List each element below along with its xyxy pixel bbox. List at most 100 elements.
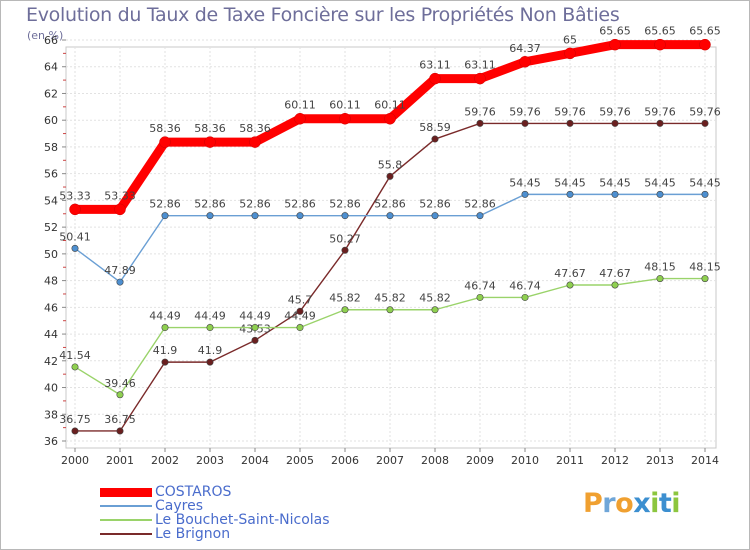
data-label-le-bouchet-saint-nicolas: 45.82 [329, 292, 361, 305]
data-label-le-bouchet-saint-nicolas: 46.74 [464, 279, 496, 292]
y-tick-label: 64 [44, 61, 58, 74]
data-label-costaros: 60.11 [284, 99, 316, 112]
data-point-le-bouchet-saint-nicolas [341, 306, 349, 314]
data-point-le-brignon [296, 307, 304, 315]
data-point-le-brignon [161, 358, 169, 366]
legend-swatch-le-brignon [100, 533, 152, 535]
legend-label-costaros: COSTAROS [155, 484, 232, 500]
data-point-le-brignon [521, 119, 529, 127]
data-label-cayres: 50.41 [59, 230, 91, 243]
data-label-cayres: 54.45 [644, 176, 676, 189]
data-label-le-brignon: 41.9 [198, 344, 223, 357]
data-label-cayres: 52.86 [464, 198, 496, 211]
data-point-costaros [69, 203, 81, 216]
x-tick-label: 2004 [241, 454, 269, 467]
data-point-cayres [431, 212, 439, 220]
y-tick-label: 58 [44, 141, 58, 154]
x-tick-label: 2010 [511, 454, 539, 467]
data-point-le-brignon [701, 119, 709, 127]
data-label-le-bouchet-saint-nicolas: 44.49 [194, 310, 226, 323]
y-tick-label: 62 [44, 87, 58, 100]
y-tick-label: 60 [44, 114, 58, 127]
data-point-cayres [656, 190, 664, 198]
data-label-le-brignon: 59.76 [689, 105, 721, 118]
data-point-le-brignon [566, 119, 574, 127]
chart-title: Evolution du Taux de Taxe Foncière sur l… [26, 4, 620, 26]
data-point-costaros [159, 136, 171, 148]
legend-label-le-bouchet-saint-nicolas: Le Bouchet-Saint-Nicolas [155, 512, 330, 528]
data-point-le-bouchet-saint-nicolas [386, 306, 394, 314]
data-label-costaros: 65.65 [599, 25, 631, 38]
x-tick-label: 2001 [106, 454, 134, 467]
data-label-cayres: 52.86 [374, 198, 406, 211]
data-label-costaros: 65.65 [644, 25, 676, 38]
data-label-costaros: 58.36 [239, 122, 271, 135]
data-label-le-bouchet-saint-nicolas: 45.82 [419, 292, 451, 305]
data-label-le-bouchet-saint-nicolas: 48.15 [644, 261, 676, 274]
data-label-le-brignon: 36.75 [59, 413, 91, 426]
x-tick-label: 2006 [331, 454, 359, 467]
data-point-cayres [296, 212, 304, 220]
y-tick-label: 52 [44, 221, 58, 234]
data-label-le-brignon: 59.76 [554, 105, 586, 118]
data-point-le-brignon [656, 119, 664, 127]
y-tick-label: 48 [44, 275, 58, 288]
proxiti-logo: Proxiti [583, 488, 681, 519]
data-label-le-brignon: 41.9 [153, 344, 178, 357]
data-point-le-bouchet-saint-nicolas [161, 324, 169, 332]
data-label-le-brignon: 59.76 [464, 105, 496, 118]
x-tick-label: 2003 [196, 454, 224, 467]
data-label-le-brignon: 45.7 [288, 293, 313, 306]
data-point-cayres [251, 212, 259, 220]
data-label-le-bouchet-saint-nicolas: 41.54 [59, 349, 91, 362]
data-label-le-bouchet-saint-nicolas: 47.67 [599, 267, 631, 280]
y-tick-label: 44 [44, 328, 58, 341]
data-label-costaros: 60.11 [329, 99, 361, 112]
y-tick-label: 50 [44, 248, 58, 261]
data-point-cayres [341, 212, 349, 220]
data-point-costaros [429, 72, 441, 85]
legend-label-le-brignon: Le Brignon [155, 526, 231, 542]
data-point-costaros [474, 72, 486, 85]
data-label-costaros: 65.65 [689, 25, 721, 38]
legend-swatch-costaros [100, 488, 152, 497]
data-label-le-bouchet-saint-nicolas: 44.49 [149, 310, 181, 323]
data-label-cayres: 52.86 [419, 198, 451, 211]
data-point-le-brignon [251, 336, 259, 344]
data-label-costaros: 58.36 [149, 122, 181, 135]
y-tick-label: 54 [44, 194, 58, 207]
data-point-le-brignon [431, 135, 439, 143]
data-label-cayres: 54.45 [554, 176, 586, 189]
data-label-cayres: 47.89 [104, 264, 136, 277]
data-point-le-bouchet-saint-nicolas [71, 363, 79, 371]
y-tick-label: 38 [44, 408, 58, 421]
data-point-costaros [294, 112, 306, 125]
data-label-le-brignon: 59.76 [509, 105, 541, 118]
data-point-le-bouchet-saint-nicolas [206, 324, 214, 332]
data-point-le-bouchet-saint-nicolas [611, 281, 619, 289]
data-label-cayres: 52.86 [194, 198, 226, 211]
x-tick-label: 2007 [376, 454, 404, 467]
data-label-le-brignon: 36.75 [104, 413, 136, 426]
data-label-costaros: 63.11 [419, 59, 451, 72]
y-tick-label: 40 [44, 382, 58, 395]
data-point-costaros [699, 38, 711, 51]
data-point-cayres [71, 244, 79, 252]
y-tick-label: 66 [44, 34, 58, 47]
y-tick-label: 56 [44, 168, 58, 181]
legend-label-cayres: Cayres [155, 498, 203, 514]
x-tick-label: 2008 [421, 454, 449, 467]
data-point-le-brignon [611, 119, 619, 127]
data-label-costaros: 58.36 [194, 122, 226, 135]
data-point-le-bouchet-saint-nicolas [701, 275, 709, 283]
data-label-le-brignon: 50.27 [329, 232, 361, 245]
data-point-costaros [564, 47, 576, 60]
data-label-le-brignon: 59.76 [599, 105, 631, 118]
data-point-costaros [249, 136, 261, 148]
data-label-le-bouchet-saint-nicolas: 47.67 [554, 267, 586, 280]
data-point-cayres [476, 212, 484, 220]
data-point-cayres [566, 190, 574, 198]
x-tick-label: 2011 [556, 454, 584, 467]
data-label-le-brignon: 55.8 [378, 158, 403, 171]
x-tick-label: 2000 [61, 454, 89, 467]
